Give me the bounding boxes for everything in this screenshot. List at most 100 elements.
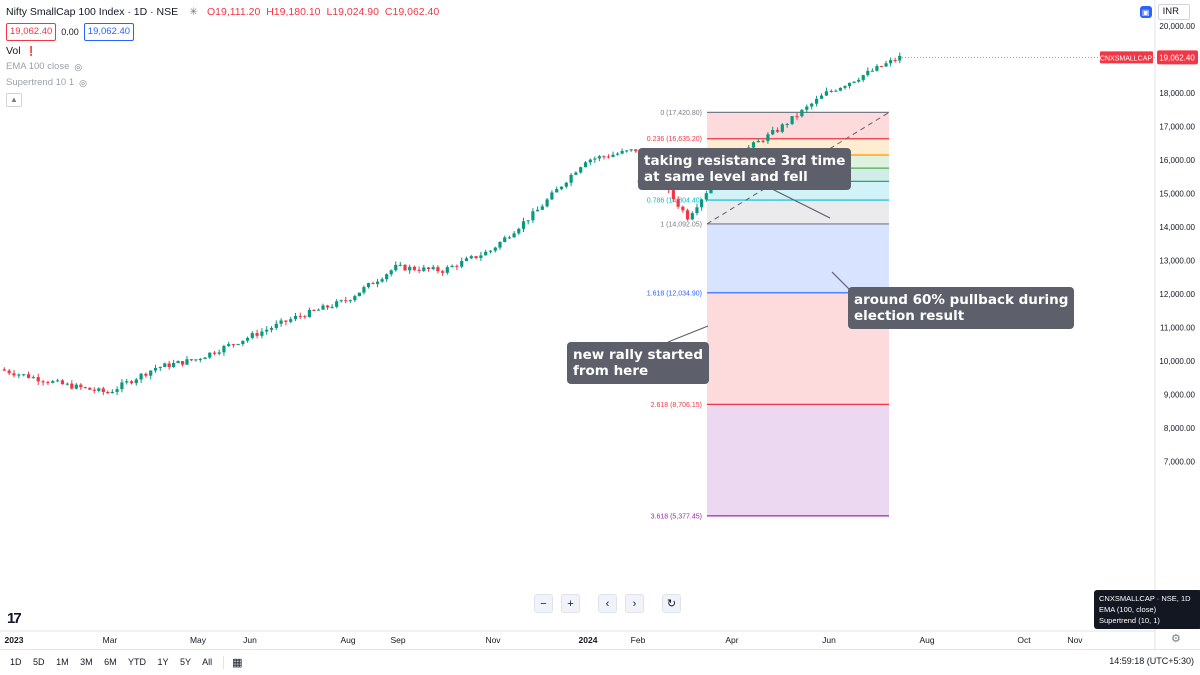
candle-body <box>97 388 101 391</box>
candle-body <box>357 292 361 297</box>
scroll-right-icon[interactable]: › <box>625 594 644 613</box>
candle-body <box>212 352 217 354</box>
candle-body <box>521 221 526 229</box>
candle-body <box>269 328 274 330</box>
time-axis[interactable]: 2023 Mar May Jun Aug Sep Nov 2024 Feb Ap… <box>0 631 1155 649</box>
price-tick-label: 13,000.00 <box>1159 257 1195 266</box>
candle-body <box>676 199 680 207</box>
symbol-tooltip: CNXSMALLCAP · NSE, 1D EMA (100, close) S… <box>1094 590 1200 629</box>
fib-zone <box>707 404 889 516</box>
candle-body <box>597 156 601 159</box>
candle-body <box>583 162 588 168</box>
candle-body <box>144 373 148 376</box>
last-price-bg <box>1157 50 1198 65</box>
supertrend-indicator-label[interactable]: Supertrend 10 1 <box>6 77 75 88</box>
candle-body <box>761 140 765 142</box>
candle-body <box>70 383 74 389</box>
symbol-title[interactable]: Nifty SmallCap 100 Index · 1D · NSE <box>6 6 179 18</box>
candle-body <box>857 79 861 82</box>
clock[interactable]: 14:59:18 (UTC+5:30) <box>1109 656 1194 666</box>
settings-icon[interactable]: ⚙ <box>1171 633 1181 645</box>
range-1d[interactable]: 1D <box>10 657 22 667</box>
range-1y[interactable]: 1Y <box>157 657 169 667</box>
candle-body <box>685 210 690 220</box>
zoom-in-icon[interactable]: + <box>561 594 580 613</box>
eye-icon[interactable]: ◎ <box>74 62 83 72</box>
candle-body <box>615 153 620 155</box>
reset-icon[interactable]: ↻ <box>662 594 681 613</box>
chart-legend: Nifty SmallCap 100 Index · 1D · NSE ✳ O1… <box>6 4 442 107</box>
candle-body <box>255 333 259 336</box>
candle-body <box>293 315 298 320</box>
tooltip-line: CNXSMALLCAP · NSE, 1D <box>1099 594 1191 603</box>
candle-body <box>479 255 483 259</box>
candle-body <box>875 66 879 71</box>
candle-body <box>380 279 384 282</box>
sell-price-box[interactable]: 19,062.40 <box>6 23 57 41</box>
candle-body <box>464 258 469 261</box>
candle-body <box>394 264 398 271</box>
candle-body <box>106 392 110 394</box>
price-tick-label: 16,000.00 <box>1159 156 1195 165</box>
vol-indicator-label[interactable]: Vol <box>6 45 21 57</box>
candle-body <box>231 344 235 346</box>
time-label: Mar <box>102 635 118 645</box>
callout-resistance: taking resistance 3rd time at same level… <box>638 148 852 190</box>
buy-price-box[interactable]: 19,062.40 <box>83 23 135 41</box>
candle-body <box>455 265 459 267</box>
scroll-left-icon[interactable]: ‹ <box>598 594 617 613</box>
price-tick-label: 8,000.00 <box>1164 424 1196 433</box>
currency-select[interactable]: INR <box>1157 4 1190 20</box>
candle-body <box>536 209 540 212</box>
candle-body <box>189 359 194 361</box>
candle-body <box>101 388 105 393</box>
candle-body <box>198 358 202 360</box>
candle-body <box>431 267 435 270</box>
candle-body <box>574 172 578 175</box>
candle-body <box>629 149 633 151</box>
tradingview-logo[interactable]: 17 <box>7 610 22 627</box>
candle-body <box>593 158 597 160</box>
range-5y[interactable]: 5Y <box>180 657 192 667</box>
candle-body <box>517 228 521 234</box>
range-all[interactable]: All <box>202 657 213 667</box>
candle-body <box>339 300 343 302</box>
candle-body <box>362 287 366 293</box>
candle-body <box>555 189 559 193</box>
candle-body <box>785 123 789 125</box>
ema-indicator-label[interactable]: EMA 100 close <box>6 61 70 72</box>
candle-body <box>241 340 245 345</box>
candle-body <box>149 370 153 376</box>
fib-level-label: 0.786 (14,804.40) <box>647 198 702 205</box>
zoom-out-icon[interactable]: − <box>534 594 553 613</box>
candle-body <box>303 316 307 318</box>
chevron-up-icon[interactable]: ▲ <box>6 93 22 107</box>
range-ytd[interactable]: YTD <box>127 657 146 667</box>
currency-toggle-icon[interactable]: ▣ <box>1139 6 1152 18</box>
candle-body <box>60 380 65 385</box>
time-label: Aug <box>919 635 935 645</box>
candle-body <box>550 192 554 200</box>
range-5d[interactable]: 5D <box>33 657 45 667</box>
candle-body <box>766 134 770 142</box>
candle-body <box>695 207 699 214</box>
range-3m[interactable]: 3M <box>80 657 93 667</box>
candle-body <box>756 140 760 143</box>
eye-icon[interactable]: ◎ <box>79 78 87 88</box>
calendar-icon[interactable]: ▦ <box>223 655 242 669</box>
candle-body <box>815 98 819 104</box>
candle-body <box>250 333 254 338</box>
price-tick-label: 17,000.00 <box>1159 123 1195 132</box>
candle-body <box>531 211 535 221</box>
candle-body <box>847 82 852 87</box>
range-6m[interactable]: 6M <box>104 657 117 667</box>
range-1m[interactable]: 1M <box>56 657 69 667</box>
candle-body <box>335 301 339 307</box>
fib-level-label: 1 (14,092.05) <box>660 221 702 228</box>
candle-body <box>526 220 530 222</box>
candle-body <box>469 256 473 259</box>
candle-body <box>488 250 493 252</box>
candle-body <box>564 182 568 187</box>
candle-body <box>79 384 83 388</box>
candle-body <box>545 199 549 207</box>
